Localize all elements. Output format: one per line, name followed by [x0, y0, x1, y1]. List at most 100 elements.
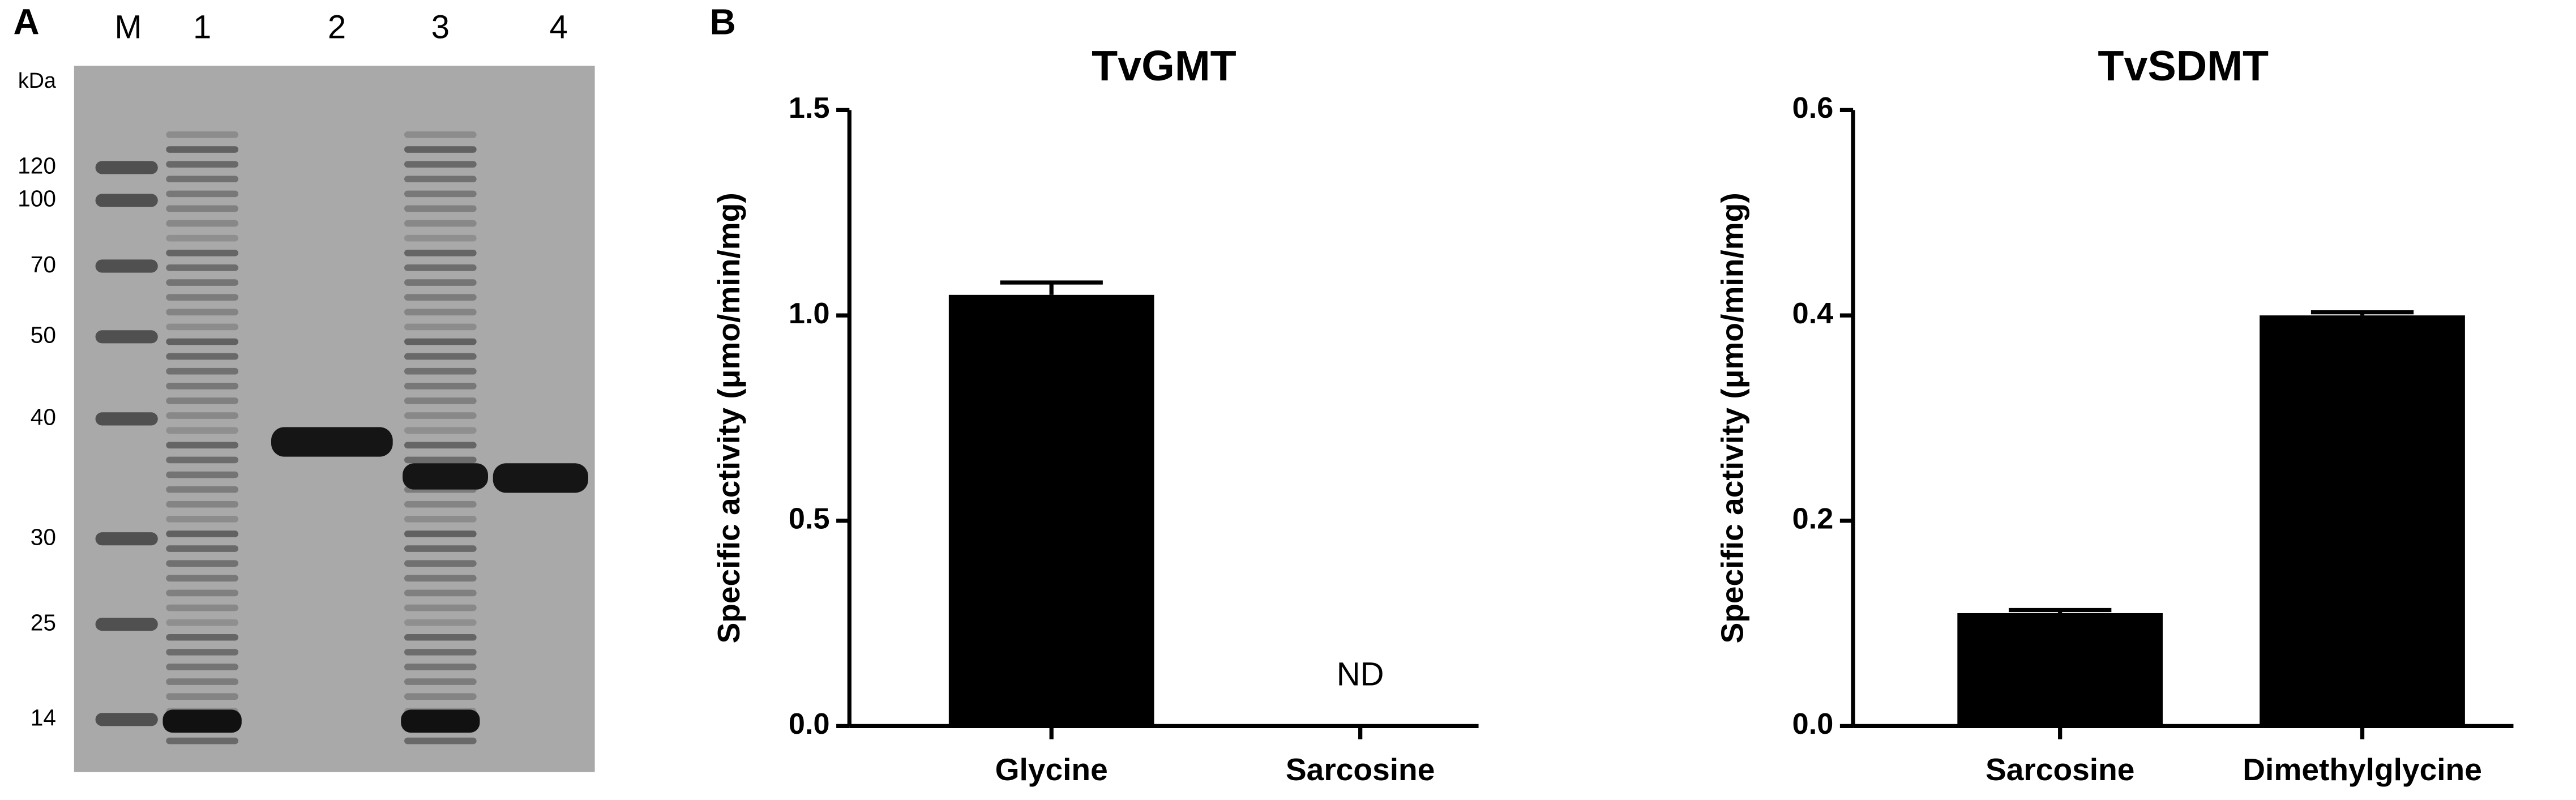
gel-band	[404, 575, 477, 582]
gel-band	[404, 589, 477, 597]
gel-band	[166, 205, 238, 212]
gel-band	[404, 412, 477, 419]
gel-band	[404, 205, 477, 212]
value-label: ND	[1337, 656, 1384, 693]
gel-band	[404, 531, 477, 537]
gel-band	[166, 486, 238, 493]
gel-band	[166, 412, 238, 419]
gel-band	[404, 560, 477, 567]
marker-label: 30	[31, 524, 56, 550]
gel-band	[404, 353, 477, 360]
gel-band	[493, 463, 588, 493]
marker-label: 40	[31, 404, 56, 430]
gel-band	[404, 220, 477, 227]
lane-label: 2	[328, 9, 346, 46]
gel-band	[166, 737, 238, 745]
gel-band	[166, 353, 238, 360]
panel-label: A	[13, 1, 39, 42]
marker-label: 120	[18, 153, 56, 179]
gel-band	[404, 634, 477, 641]
gel-band	[404, 250, 477, 256]
y-tick-label: 0.6	[1792, 92, 1834, 125]
gel-band	[404, 161, 477, 168]
gel-unit: kDa	[18, 69, 56, 92]
gel-band	[404, 427, 477, 434]
gel-band	[166, 678, 238, 685]
gel-band	[95, 412, 158, 426]
gel-band	[166, 589, 238, 597]
gel-band	[404, 234, 477, 242]
gel-band	[403, 463, 488, 490]
lane-label: M	[114, 9, 142, 46]
gel-band	[166, 604, 238, 611]
y-tick-label: 0.0	[789, 708, 830, 741]
gel-band	[95, 617, 158, 631]
gel-band	[166, 471, 238, 478]
gel-band	[404, 500, 477, 508]
gel-band	[404, 737, 477, 745]
gel-band	[404, 678, 477, 685]
gel-band	[166, 531, 238, 537]
gel	[74, 66, 595, 772]
gel-band	[166, 323, 238, 331]
gel-band	[166, 146, 238, 153]
gel-band	[95, 161, 158, 174]
lane-label: 3	[431, 9, 450, 46]
gel-band	[166, 250, 238, 256]
gel-band	[404, 456, 477, 464]
gel-band	[166, 338, 238, 345]
gel-band	[166, 367, 238, 375]
bar	[2260, 315, 2465, 726]
gel-band	[404, 309, 477, 316]
gel-band	[404, 442, 477, 449]
gel-band	[404, 294, 477, 301]
gel-band	[404, 619, 477, 626]
gel-band	[166, 161, 238, 168]
y-tick-label: 1.5	[789, 92, 830, 125]
gel-band	[95, 259, 158, 273]
gel-band	[166, 664, 238, 670]
gel-band	[166, 545, 238, 552]
gel-band	[95, 532, 158, 546]
gel-band	[404, 545, 477, 552]
gel-band	[271, 427, 393, 457]
gel-band	[166, 560, 238, 567]
y-axis-label: Specific activity (μmo/min/mg)	[711, 192, 746, 643]
x-tick-label: Sarcosine	[1986, 752, 2134, 787]
bar	[948, 294, 1154, 726]
y-tick-label: 1.0	[789, 297, 830, 330]
gel-band	[166, 264, 238, 271]
gel-band	[404, 664, 477, 670]
marker-label: 70	[31, 251, 56, 277]
gel-band	[166, 397, 238, 404]
gel-band	[404, 279, 477, 286]
gel-band	[166, 176, 238, 183]
chart-title: TvGMT	[1092, 42, 1236, 89]
chart-title: TvSDMT	[2098, 42, 2269, 89]
gel-band	[166, 649, 238, 656]
gel-band	[404, 264, 477, 271]
bar	[1957, 613, 2163, 726]
gel-band	[166, 309, 238, 316]
gel-band	[95, 330, 158, 344]
gel-band	[166, 634, 238, 641]
gel-band	[166, 383, 238, 390]
marker-label: 50	[31, 322, 56, 348]
gel-band	[166, 279, 238, 286]
gel-band	[166, 516, 238, 523]
gel-band	[404, 190, 477, 198]
gel-band	[166, 693, 238, 700]
lane-label: 1	[193, 9, 211, 46]
gel-band	[166, 131, 238, 138]
gel-band	[404, 604, 477, 611]
gel-band	[166, 456, 238, 464]
y-tick-label: 0.2	[1792, 503, 1834, 536]
gel-band	[404, 131, 477, 138]
gel-band	[166, 427, 238, 434]
panel-label: B	[710, 1, 736, 42]
gel-band	[166, 619, 238, 626]
gel-band	[404, 383, 477, 390]
gel-band	[404, 397, 477, 404]
gel-band	[404, 176, 477, 183]
